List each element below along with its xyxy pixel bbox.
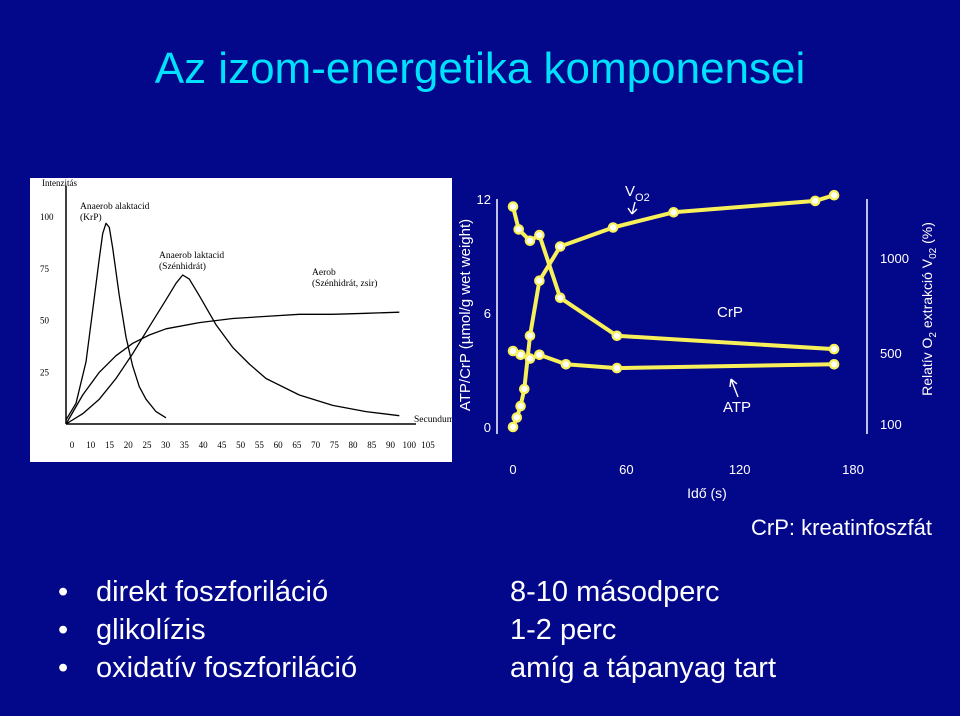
curve-aerob — [65, 311, 400, 425]
x-tick-label: 105 — [421, 440, 435, 450]
vo2-point — [828, 189, 840, 201]
vo2-arrow — [627, 201, 638, 215]
x-tick-label: 20 — [124, 440, 134, 450]
atp-crp-vo2-chart: ATP/CrP (µmol/g wet weight) Relatív O2 e… — [457, 183, 939, 501]
pathway-item: direkt foszforiláció — [58, 573, 357, 611]
y2-tick-label: 500 — [880, 346, 902, 361]
vo2-point — [519, 383, 530, 395]
crp-point — [507, 201, 519, 212]
y-tick-label: 50 — [40, 316, 50, 326]
vo2-point — [511, 412, 523, 423]
crp-point — [513, 224, 524, 235]
pathway-item: glikolízis — [58, 611, 357, 649]
atp-point — [560, 359, 572, 370]
y-tick-label: 12 — [477, 192, 491, 207]
label-anaerob-alaktacid-sub: (KrP) — [80, 212, 102, 223]
label-anaerob-laktacid-sub: (Szénhidrát) — [159, 261, 206, 272]
atp-point — [524, 353, 536, 364]
crp-line — [511, 206, 835, 352]
y-tick-label: 0 — [484, 420, 491, 435]
measurement-curves — [507, 189, 840, 433]
y-tick-labels: 25 50 75 100 — [40, 212, 54, 377]
x-tick-label: 40 — [199, 440, 209, 450]
crp-point — [524, 235, 536, 247]
y-tick-label: 75 — [40, 264, 50, 274]
y2-tick-label: 1000 — [880, 251, 909, 266]
vo2-label: VO2 — [625, 183, 650, 204]
label-aerob-sub: (Szénhidrát, zsir) — [312, 278, 377, 289]
crp-point — [534, 229, 545, 241]
atp-point — [611, 362, 623, 374]
vo2-point — [507, 421, 519, 433]
label-aerob: Aerob — [312, 268, 336, 278]
vo2-point — [607, 222, 619, 233]
vo2-line — [511, 193, 835, 428]
y2-tick-label: 100 — [880, 417, 902, 432]
x-tick-label: 55 — [255, 440, 264, 450]
x-tick-label: 50 — [236, 440, 246, 450]
x-tick-label: 65 — [292, 440, 302, 450]
vo2-point — [515, 400, 526, 412]
crp-point — [554, 292, 566, 304]
y-axis-label: ATP/CrP (µmol/g wet weight) — [457, 219, 474, 411]
x-tick-labels: 0 10 15 20 25 30 35 40 45 50 55 60 65 70 75 80 85 90 100 10… — [70, 440, 436, 450]
crp-definition: CrP: kreatinfoszfát — [751, 515, 932, 540]
curve-anaerob-alaktacid — [65, 222, 167, 421]
duration-list: 8-10 másodperc 1-2 perc amíg a tápanyag … — [510, 573, 776, 687]
vo2-point — [809, 195, 821, 207]
pathway-item: oxidatív foszforiláció — [58, 649, 357, 687]
crp-point — [611, 330, 623, 342]
vo2-point — [554, 241, 566, 252]
x-tick-label: 10 — [86, 440, 96, 450]
x-tick-label: 80 — [349, 440, 359, 450]
label-anaerob-laktacid: Anaerob laktacid — [159, 251, 224, 261]
y2-tick-labels: 100 500 1000 — [880, 251, 909, 432]
x-tick-label: 75 — [330, 440, 340, 450]
x-tick-label: 25 — [142, 440, 152, 450]
x-tick-label: 45 — [217, 440, 227, 450]
y-axis-label: Intenzitás — [42, 178, 77, 188]
atp-point — [515, 349, 526, 361]
x-tick-label: 100 — [403, 440, 417, 450]
crp-point — [828, 343, 840, 355]
energy-curves — [65, 222, 400, 425]
energy-intensity-chart: Intenzitás 25 50 75 100 0 10 15 20 25 30 35 40 45 50… — [30, 178, 452, 462]
atp-point — [534, 349, 545, 361]
vo2-point — [534, 275, 545, 286]
duration-item: amíg a tápanyag tart — [510, 652, 776, 684]
y-tick-label: 6 — [484, 306, 491, 321]
x-tick-label: 0 — [509, 462, 516, 477]
x-tick-label: 85 — [367, 440, 377, 450]
duration-item: 8-10 másodperc — [510, 576, 720, 608]
vo2-point — [524, 330, 536, 342]
x-tick-label: 70 — [311, 440, 321, 450]
duration-item: 1-2 perc — [510, 614, 617, 646]
x-tick-label: 180 — [842, 462, 864, 477]
atp-point — [828, 359, 840, 370]
y-tick-label: 25 — [40, 367, 50, 377]
atp-label: ATP — [723, 399, 751, 416]
x-tick-label: 15 — [105, 440, 115, 450]
x-tick-label: 60 — [274, 440, 284, 450]
pathway-list: direkt foszforiláció glikolízis oxidatív… — [58, 573, 357, 687]
crp-label: CrP — [717, 304, 743, 321]
x-tick-label: 60 — [619, 462, 633, 477]
y-tick-label: 100 — [40, 212, 54, 222]
x-axis-label: Idő (s) — [687, 485, 727, 501]
atp-arrow — [729, 378, 739, 398]
x-tick-labels: 0 60 120 180 — [509, 462, 863, 477]
x-axis-label: Secundum — [414, 415, 452, 425]
label-anaerob-alaktacid: Anaerob alaktacid — [80, 202, 150, 212]
y-tick-labels: 0 6 12 — [477, 192, 491, 435]
x-tick-label: 30 — [161, 440, 171, 450]
x-tick-label: 120 — [729, 462, 751, 477]
page-title: Az izom-energetika komponensei — [154, 44, 806, 93]
x-tick-label: 0 — [70, 440, 75, 450]
x-tick-label: 35 — [180, 440, 190, 450]
vo2-point — [668, 206, 679, 218]
y2-axis-label: Relatív O2 extrakció V02 (%) — [919, 222, 939, 396]
x-tick-label: 90 — [386, 440, 396, 450]
chart-background — [30, 178, 452, 462]
curve-anaerob-laktacid — [65, 274, 400, 425]
